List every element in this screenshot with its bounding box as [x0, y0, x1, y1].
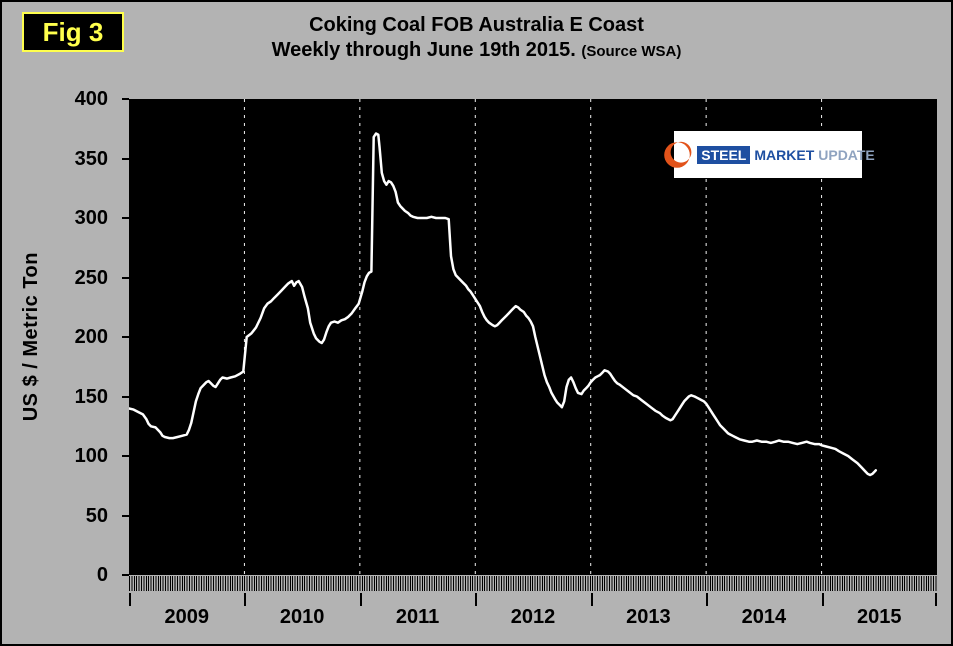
weekly-tick-strip — [129, 576, 937, 591]
chart-title-block: Coking Coal FOB Australia E Coast Weekly… — [2, 14, 951, 62]
y-tick-label-400: 400 — [74, 88, 108, 110]
x-boundary-tick — [821, 593, 824, 606]
y-tick-mark — [122, 336, 129, 338]
y-tick-label-250: 250 — [74, 266, 108, 289]
x-year-label-2014: 2014 — [741, 606, 787, 628]
x-boundary-tick — [475, 593, 478, 606]
coal-price-line — [127, 132, 878, 477]
y-axis: 400 350 300 250 200 150 100 50 0 — [2, 88, 129, 586]
price-chart — [127, 99, 878, 575]
logo-crescent-icon — [664, 141, 692, 168]
y-tick-mark — [122, 276, 129, 279]
chart-subtitle: Weekly through June 19th 2015. (Source W… — [2, 39, 951, 62]
x-boundary-tick — [706, 593, 709, 606]
logo-word-market: MARKET — [754, 146, 815, 163]
y-tick-mark — [122, 455, 129, 457]
x-boundary-tick — [935, 593, 937, 606]
x-year-label-2013: 2013 — [626, 606, 671, 628]
x-year-label-2012: 2012 — [510, 606, 556, 628]
smu-logo: STEEL MARKET UPDATE — [664, 131, 875, 178]
x-boundary-tick — [359, 593, 362, 606]
logo-word-steel: STEEL — [697, 145, 751, 164]
y-tick-mark — [122, 395, 129, 398]
y-tick-label-350: 350 — [74, 147, 108, 170]
chart-subtitle-text: Weekly through June 19th 2015. — [271, 39, 576, 61]
x-boundary-tick — [244, 593, 247, 606]
y-tick-label-100: 100 — [74, 445, 108, 467]
x-year-label-2011: 2011 — [395, 606, 440, 628]
figure-label-box: Fig 3 — [22, 12, 124, 52]
x-year-label-2009: 2009 — [164, 606, 209, 628]
y-tick-label-200: 200 — [74, 326, 108, 348]
x-boundary-tick — [129, 593, 131, 606]
x-boundary-tick — [590, 593, 593, 606]
source-note: (Source WSA) — [581, 43, 682, 60]
x-axis: 2009 2010 2011 2012 2013 2014 2015 — [129, 593, 937, 639]
logo-word-update: UPDATE — [818, 146, 875, 163]
x-year-label-2015: 2015 — [857, 606, 902, 628]
figure-label: Fig 3 — [42, 16, 104, 47]
y-tick-label-0: 0 — [96, 564, 108, 586]
y-tick-mark — [122, 98, 129, 100]
chart-title: Coking Coal FOB Australia E Coast — [309, 14, 644, 36]
y-tick-mark — [122, 514, 129, 517]
x-year-label-2010: 2010 — [279, 606, 325, 628]
y-tick-label-150: 150 — [74, 385, 108, 408]
y-tick-label-50: 50 — [85, 504, 108, 527]
y-tick-mark — [122, 574, 129, 576]
y-tick-mark — [122, 217, 129, 219]
plot-area: STEEL MARKET UPDATE — [127, 99, 937, 575]
y-tick-mark — [122, 157, 129, 160]
y-tick-label-300: 300 — [74, 207, 108, 229]
